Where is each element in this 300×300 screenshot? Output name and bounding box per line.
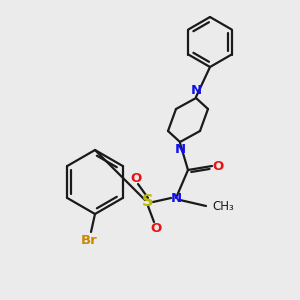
Text: O: O <box>150 221 162 235</box>
Text: N: N <box>174 143 186 156</box>
Text: CH₃: CH₃ <box>212 200 234 212</box>
Text: N: N <box>190 84 202 97</box>
Text: O: O <box>130 172 142 185</box>
Text: S: S <box>142 194 154 209</box>
Text: Br: Br <box>81 235 98 248</box>
Text: N: N <box>170 191 182 205</box>
Text: O: O <box>212 160 224 172</box>
